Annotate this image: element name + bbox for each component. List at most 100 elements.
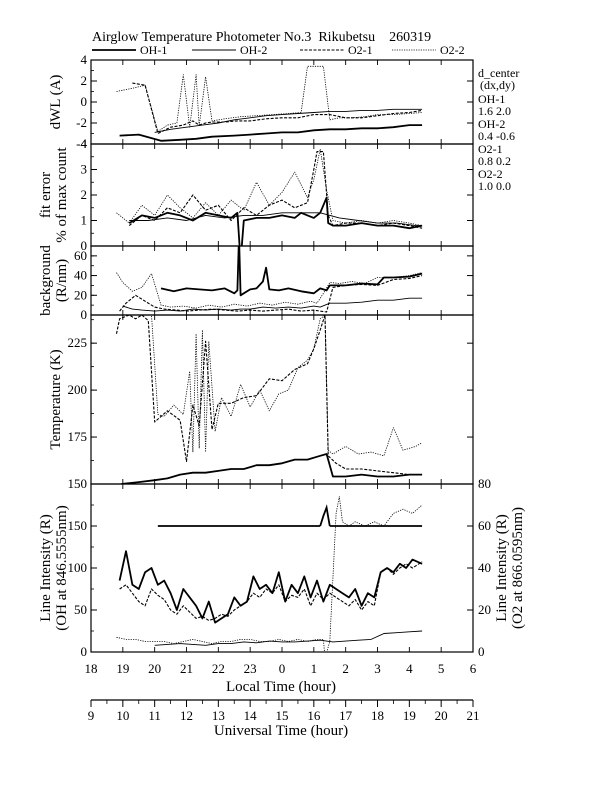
x-tick-label: 3 <box>374 661 381 676</box>
x2-axis-title: Universal Time (hour) <box>214 723 348 739</box>
series-o2-1 <box>128 151 423 229</box>
series-o2-1 <box>115 315 423 476</box>
x2-tick-label: 15 <box>276 708 289 723</box>
d-center-subheader: (dx,dy) <box>480 78 515 92</box>
series-o2-2 <box>116 65 423 132</box>
y-tick-label: -2 <box>76 115 87 130</box>
series-oh-1 <box>128 196 423 246</box>
d-center-header: d_center <box>478 66 519 80</box>
x-axes: 18 19 20 21 22 23 0 1 2 3 4 5 69 10 11 12 13 14 15 16 17 18 19… <box>85 661 480 723</box>
x-tick-label: 20 <box>148 661 161 676</box>
panel-bg: 0 20 40 60 background (R/nm) <box>38 245 474 322</box>
legend-label-oh-2: OH-2 <box>240 43 267 57</box>
y-tick-label: 225 <box>68 335 88 350</box>
y-tick-label: 2 <box>81 187 88 202</box>
y-tick-label: 0 <box>81 94 88 109</box>
x-axis-title: Local Time (hour) <box>226 679 336 695</box>
d-center-value: 1.6 2.0 <box>478 104 511 118</box>
x-tick-label: 2 <box>342 661 349 676</box>
y-tick-label: 2 <box>81 73 88 88</box>
series-oh-2 <box>122 297 423 312</box>
panel-frame <box>90 314 474 485</box>
x2-tick-label: 16 <box>307 708 321 723</box>
x-tick-label: 19 <box>116 661 129 676</box>
series-o2-1 <box>132 82 423 135</box>
panel-fit: 0 1 2 3 4 fit error% of max count <box>38 136 474 253</box>
x-tick-label: 22 <box>212 661 225 676</box>
x-tick-label: 23 <box>244 661 257 676</box>
x-tick-label: 6 <box>470 661 477 676</box>
series-group <box>116 148 423 246</box>
series-oh-1 <box>119 124 423 142</box>
x2-tick-label: 14 <box>244 708 258 723</box>
panel-dwl: -4 -2 0 2 4 dWL (A) <box>48 52 474 151</box>
x2-tick-label: 17 <box>339 708 353 723</box>
legend-label-oh-1: OH-1 <box>140 43 167 57</box>
x2-tick-label: 10 <box>116 708 129 723</box>
series-group <box>116 496 423 652</box>
y2-axis-title: Line Intensity (R) <box>494 514 510 621</box>
y-tick-label: 0 <box>81 644 88 659</box>
panel-frame <box>90 245 474 316</box>
y-axis-title-2: (OH at 846.5555nm) <box>54 505 70 630</box>
series-oh-1 <box>118 550 423 624</box>
x2-tick-label: 18 <box>371 708 384 723</box>
y2-tick-label: 80 <box>478 476 491 491</box>
y-tick-label: 150 <box>68 518 88 533</box>
y-axis-title: background <box>38 245 54 316</box>
legend: OH-1 OH-2 O2-1 O2-2 <box>92 43 465 57</box>
series-oh-1 <box>160 246 423 297</box>
d-center-box: d_center(dx,dy)OH-11.6 2.0OH-20.4 -0.6O2… <box>478 66 519 193</box>
legend-label-o2-1: O2-1 <box>348 43 373 57</box>
x2-tick-label: 9 <box>88 708 95 723</box>
d-center-name: OH-2 <box>478 117 505 131</box>
panel-frame <box>90 59 474 145</box>
series-o2-1 <box>119 275 423 313</box>
y-axis-title: Temperature (K) <box>48 349 64 449</box>
d-center-value: 0.8 0.2 <box>478 154 511 168</box>
chart-title: Airglow Temperature Photometer No.3 Riku… <box>92 30 431 45</box>
series-o2-2 <box>116 315 423 457</box>
y2-axis-title-2: (O2 at 866.0595nm) <box>510 507 526 629</box>
y-axis-title: dWL (A) <box>48 75 64 130</box>
y-axis-title: Line Intensity (R) <box>38 514 54 621</box>
y-tick-label: 1 <box>81 213 88 228</box>
d-center-name: OH-1 <box>478 92 505 106</box>
x2-tick-label: 21 <box>467 708 480 723</box>
d-center-value: 1.0 0.0 <box>478 179 511 193</box>
series-o2-2 <box>116 496 423 652</box>
d-center-name: O2-1 <box>478 142 503 156</box>
d-center-name: O2-2 <box>478 167 503 181</box>
y-tick-label: 200 <box>68 382 88 397</box>
y-axis-title: fit error <box>38 172 54 218</box>
y2-tick-label: 60 <box>478 518 491 533</box>
series-o2-1 <box>119 561 423 622</box>
x-tick-label: 21 <box>180 661 193 676</box>
panel-frame <box>90 483 474 653</box>
series-oh-2 <box>154 108 423 133</box>
series-group <box>116 246 423 313</box>
y-tick-label: 175 <box>68 429 88 444</box>
series-o2-2 <box>116 272 423 309</box>
series-oh-2 <box>129 212 423 227</box>
y-tick-label: 4 <box>81 136 88 151</box>
y-tick-label: 0 <box>81 307 88 322</box>
x2-tick-label: 20 <box>435 708 448 723</box>
x2-tick-label: 11 <box>148 708 161 723</box>
series-group <box>116 65 423 142</box>
y2-tick-label: 40 <box>478 560 491 575</box>
x2-tick-label: 12 <box>180 708 193 723</box>
y-tick-label: 3 <box>81 162 88 177</box>
x-tick-label: 18 <box>85 661 98 676</box>
x-tick-label: 1 <box>311 661 318 676</box>
x-tick-label: 0 <box>279 661 286 676</box>
series-oh-2 <box>154 630 423 646</box>
x2-tick-label: 19 <box>403 708 416 723</box>
y-tick-label: 100 <box>68 560 88 575</box>
y2-tick-label: 0 <box>478 644 485 659</box>
y-tick-label: -4 <box>76 136 87 151</box>
x2-tick-label: 13 <box>212 708 225 723</box>
y-tick-label: 0 <box>81 238 88 253</box>
series-oh-1 <box>121 453 423 484</box>
